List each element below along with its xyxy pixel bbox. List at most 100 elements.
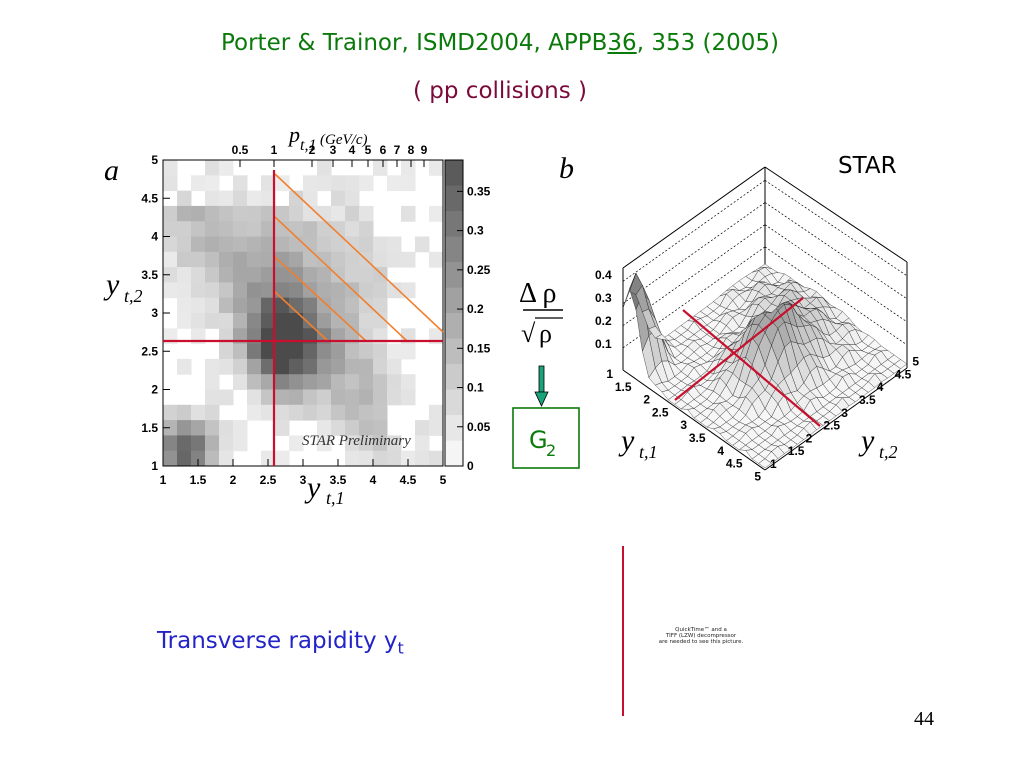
colorbar-tick-label: 0.15 <box>467 341 491 355</box>
histogram-cell <box>429 404 444 421</box>
box-grid-line <box>622 202 766 304</box>
histogram-cell <box>247 313 262 329</box>
histogram-cell <box>163 267 178 283</box>
histogram-cell <box>177 221 192 237</box>
histogram-cell <box>275 450 290 467</box>
histogram-cell <box>275 404 290 421</box>
y-tick-label: 1 <box>151 459 158 473</box>
top-tick-label: 5 <box>365 143 372 157</box>
histogram-cell <box>387 435 402 452</box>
histogram-cell <box>261 450 276 467</box>
colorbar-tick-label: 0.1 <box>467 381 484 395</box>
histogram-cell <box>275 343 290 360</box>
histogram-cell <box>317 374 332 390</box>
top-axis-title-sub: t,1 <box>300 137 316 154</box>
histogram-cell <box>373 450 388 467</box>
histogram-cell <box>177 404 192 421</box>
histogram-cell <box>345 450 360 467</box>
surface-x-title-sub: t,1 <box>639 442 658 462</box>
histogram-cell <box>289 389 304 406</box>
histogram-cell <box>205 267 220 283</box>
histogram-cell <box>303 297 318 314</box>
histogram-cell <box>289 190 304 207</box>
star-preliminary-watermark: STAR Preliminary <box>302 433 411 449</box>
histogram-cell <box>359 175 374 192</box>
diagonal-cut-lines <box>274 173 444 342</box>
red-vertical-line <box>622 546 624 716</box>
histogram-cell <box>373 404 388 421</box>
histogram-cell <box>373 358 388 375</box>
histogram-cell <box>275 236 290 253</box>
histogram-cell <box>205 221 220 237</box>
histogram-cell <box>429 160 444 176</box>
surface-axis-ticks: 0.10.20.30.411.522.533.544.5511.522.533.… <box>595 268 919 483</box>
surface-x-tick-label: 5 <box>754 469 761 483</box>
histogram-cell <box>317 297 332 314</box>
histogram-cell <box>303 236 318 253</box>
histogram-cell <box>387 282 402 299</box>
histogram-cell <box>219 267 234 283</box>
slide-title: Porter & Trainor, ISMD2004, APPB36, 353 … <box>0 30 1000 56</box>
histogram-cell <box>261 190 276 207</box>
histogram-cell <box>233 205 248 222</box>
top-axis-title-sym: p <box>287 122 300 147</box>
colorbar-tick-label: 0.2 <box>467 302 484 316</box>
histogram-cell <box>317 435 332 452</box>
histogram-cell <box>303 313 318 329</box>
histogram-cell <box>275 389 290 406</box>
histogram-cell <box>205 389 220 406</box>
histogram-cell <box>205 236 220 253</box>
box-grid-line <box>622 180 766 282</box>
surface-x-tick-label: 3 <box>680 418 687 432</box>
top-tick-label: 6 <box>380 143 387 157</box>
histogram-cell <box>219 450 234 467</box>
histogram-cell <box>317 404 332 421</box>
histogram-cell <box>177 420 192 436</box>
histogram-cell <box>373 313 388 329</box>
histogram-cell <box>191 251 206 268</box>
histogram-cell <box>177 251 192 268</box>
histogram-cell <box>261 374 276 390</box>
colorbar-tick-label: 0.3 <box>467 224 484 238</box>
colorbar-step <box>445 211 463 237</box>
histogram-cell <box>261 297 276 314</box>
histogram-cell <box>261 282 276 299</box>
histogram-cell <box>219 358 234 375</box>
y-tick-label: 3 <box>151 306 158 320</box>
colorbar-step <box>445 389 463 416</box>
x-tick-label: 1.5 <box>190 473 207 487</box>
histogram-cell <box>163 205 178 222</box>
histogram-cell <box>331 297 346 314</box>
y-tick-label: 2.5 <box>141 344 158 358</box>
x-tick-label: 3 <box>300 473 307 487</box>
histogram-cell <box>177 205 192 222</box>
histogram-cell <box>359 267 374 283</box>
histogram-cell <box>261 358 276 375</box>
histogram-cell <box>429 450 444 467</box>
histogram-cell <box>303 343 318 360</box>
surface-y-tick-label: 2 <box>806 431 813 445</box>
histogram-cell <box>331 313 346 329</box>
x-tick-label: 4 <box>370 473 377 487</box>
histogram-cell <box>247 221 262 237</box>
histogram-cell <box>205 313 220 329</box>
histogram-cell <box>289 374 304 390</box>
histogram-cell <box>275 205 290 222</box>
g2-box <box>512 407 580 469</box>
histogram-cell <box>247 404 262 421</box>
histogram-cell <box>275 175 290 192</box>
x-axis-title-sub: t,1 <box>326 488 345 508</box>
histogram-cell <box>163 404 178 421</box>
histogram-cell <box>429 420 444 436</box>
histogram-cell <box>303 175 318 192</box>
histogram-cell <box>205 190 220 207</box>
histogram-cell <box>359 404 374 421</box>
histogram-cell <box>275 358 290 375</box>
histogram-cell <box>247 297 262 314</box>
histogram-cell <box>303 221 318 237</box>
histogram-cell <box>261 221 276 237</box>
histogram-cell <box>177 358 192 375</box>
top-tick-label: 4 <box>349 143 356 157</box>
histogram-cell <box>401 160 416 176</box>
histogram-cell <box>275 267 290 283</box>
